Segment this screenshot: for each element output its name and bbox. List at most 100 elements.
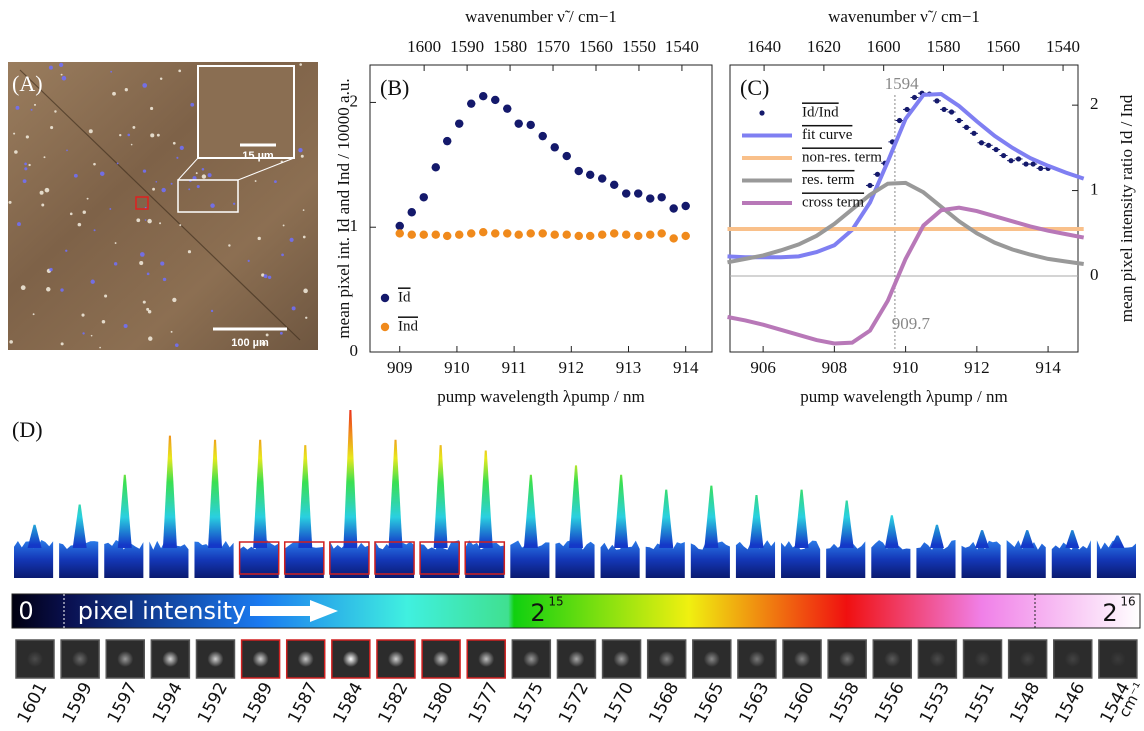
speck <box>159 222 162 225</box>
speck <box>25 135 29 139</box>
speck <box>101 320 106 324</box>
fiber <box>19 69 301 341</box>
surface-base <box>555 540 595 578</box>
thumbnail-spot <box>27 651 43 667</box>
speck <box>300 154 304 158</box>
point <box>443 231 452 241</box>
surface-base <box>239 540 279 578</box>
point <box>634 189 643 198</box>
speck <box>93 229 96 232</box>
surface-peak <box>569 465 583 548</box>
surface-base <box>59 541 99 578</box>
speck <box>170 182 173 185</box>
speck <box>282 224 285 227</box>
surface-peak <box>117 474 132 548</box>
thumbnail-spot <box>523 651 540 667</box>
surface-peak <box>298 445 313 548</box>
point <box>407 230 416 239</box>
y2-tick-label: 1 <box>1090 179 1099 198</box>
wavenumber-label: 1597 <box>104 679 142 727</box>
speck <box>60 73 63 76</box>
scale-label: 100 µm <box>231 337 269 349</box>
surface-base <box>871 540 911 578</box>
speck <box>162 277 167 282</box>
surface-base <box>961 540 1001 578</box>
x-tick-label: 909 <box>387 358 413 377</box>
speck <box>289 237 294 242</box>
x-tick-label: 912 <box>559 358 585 377</box>
legend-label: cross term <box>802 194 864 210</box>
wavenumber-label: 1599 <box>59 679 97 727</box>
speck <box>210 309 214 313</box>
speck <box>112 91 116 96</box>
wavenumber-label: 1577 <box>465 679 503 727</box>
speck <box>146 307 150 311</box>
speck <box>110 70 113 73</box>
speck <box>172 141 176 145</box>
surface-peak <box>929 524 944 548</box>
y2-tick-label: 0 <box>1090 265 1099 284</box>
point <box>407 208 416 217</box>
x2-tick-label: 1570 <box>536 37 570 56</box>
thumbnail-spot <box>748 651 765 667</box>
point <box>526 120 535 130</box>
panel-label: (C) <box>740 75 769 100</box>
wavenumber-label: 1575 <box>510 679 548 727</box>
surface-peak <box>208 439 223 548</box>
speck <box>201 174 207 179</box>
surface-base <box>374 540 415 578</box>
x2-tick-label: 1540 <box>1046 37 1080 56</box>
wavenumber-label: 1560 <box>781 679 819 727</box>
wavenumber-label: 1563 <box>735 679 773 727</box>
point <box>491 229 500 238</box>
speck <box>33 103 37 106</box>
colorbar-mid-base: 2 <box>530 599 545 627</box>
legend-marker <box>759 110 765 116</box>
colorbar-high-base: 2 <box>1102 599 1117 627</box>
surface-highlight <box>283 541 325 575</box>
speck <box>104 294 108 298</box>
point <box>538 229 547 238</box>
thumbnail-spot <box>478 651 495 667</box>
x-tick-label: 910 <box>444 358 470 377</box>
x-axis-title: pump wavelength λpump / nm <box>437 387 645 406</box>
point <box>431 163 440 172</box>
point <box>585 231 595 241</box>
curve <box>727 92 1085 260</box>
surface-peak <box>704 485 719 548</box>
wavenumber-label: 1546 <box>1051 679 1089 727</box>
thumbnail <box>556 639 597 679</box>
point <box>1000 152 1007 159</box>
thumbnail-spot <box>72 651 89 667</box>
speck <box>144 219 147 221</box>
speck <box>81 313 85 317</box>
speck <box>61 75 67 81</box>
speck <box>148 336 153 341</box>
speck <box>178 69 182 73</box>
point <box>550 143 559 152</box>
speck <box>150 106 154 111</box>
wavenumber-label: 1556 <box>871 679 909 727</box>
speck <box>179 145 184 150</box>
speck <box>257 236 261 241</box>
speck <box>54 110 57 113</box>
inset-scale-label: 15 µm <box>242 150 274 162</box>
point <box>597 174 607 183</box>
surface-base <box>1051 540 1091 578</box>
speck <box>228 244 231 247</box>
x2-axis-title: wavenumber ν̃ / cm−1 <box>828 7 980 26</box>
legend-label: non-res. term <box>802 149 882 165</box>
thumbnail-spot <box>568 651 585 667</box>
surface-base <box>781 540 821 578</box>
point <box>681 201 690 211</box>
speck <box>123 323 128 328</box>
x2-tick-label: 1540 <box>665 37 699 56</box>
speck <box>48 65 53 70</box>
speck <box>147 309 152 314</box>
legend-label: Id/Ind <box>802 104 839 120</box>
curve <box>727 180 1084 267</box>
speck <box>279 331 283 335</box>
colorbar <box>11 593 1141 629</box>
speck <box>261 341 266 346</box>
legend-marker <box>380 322 390 332</box>
